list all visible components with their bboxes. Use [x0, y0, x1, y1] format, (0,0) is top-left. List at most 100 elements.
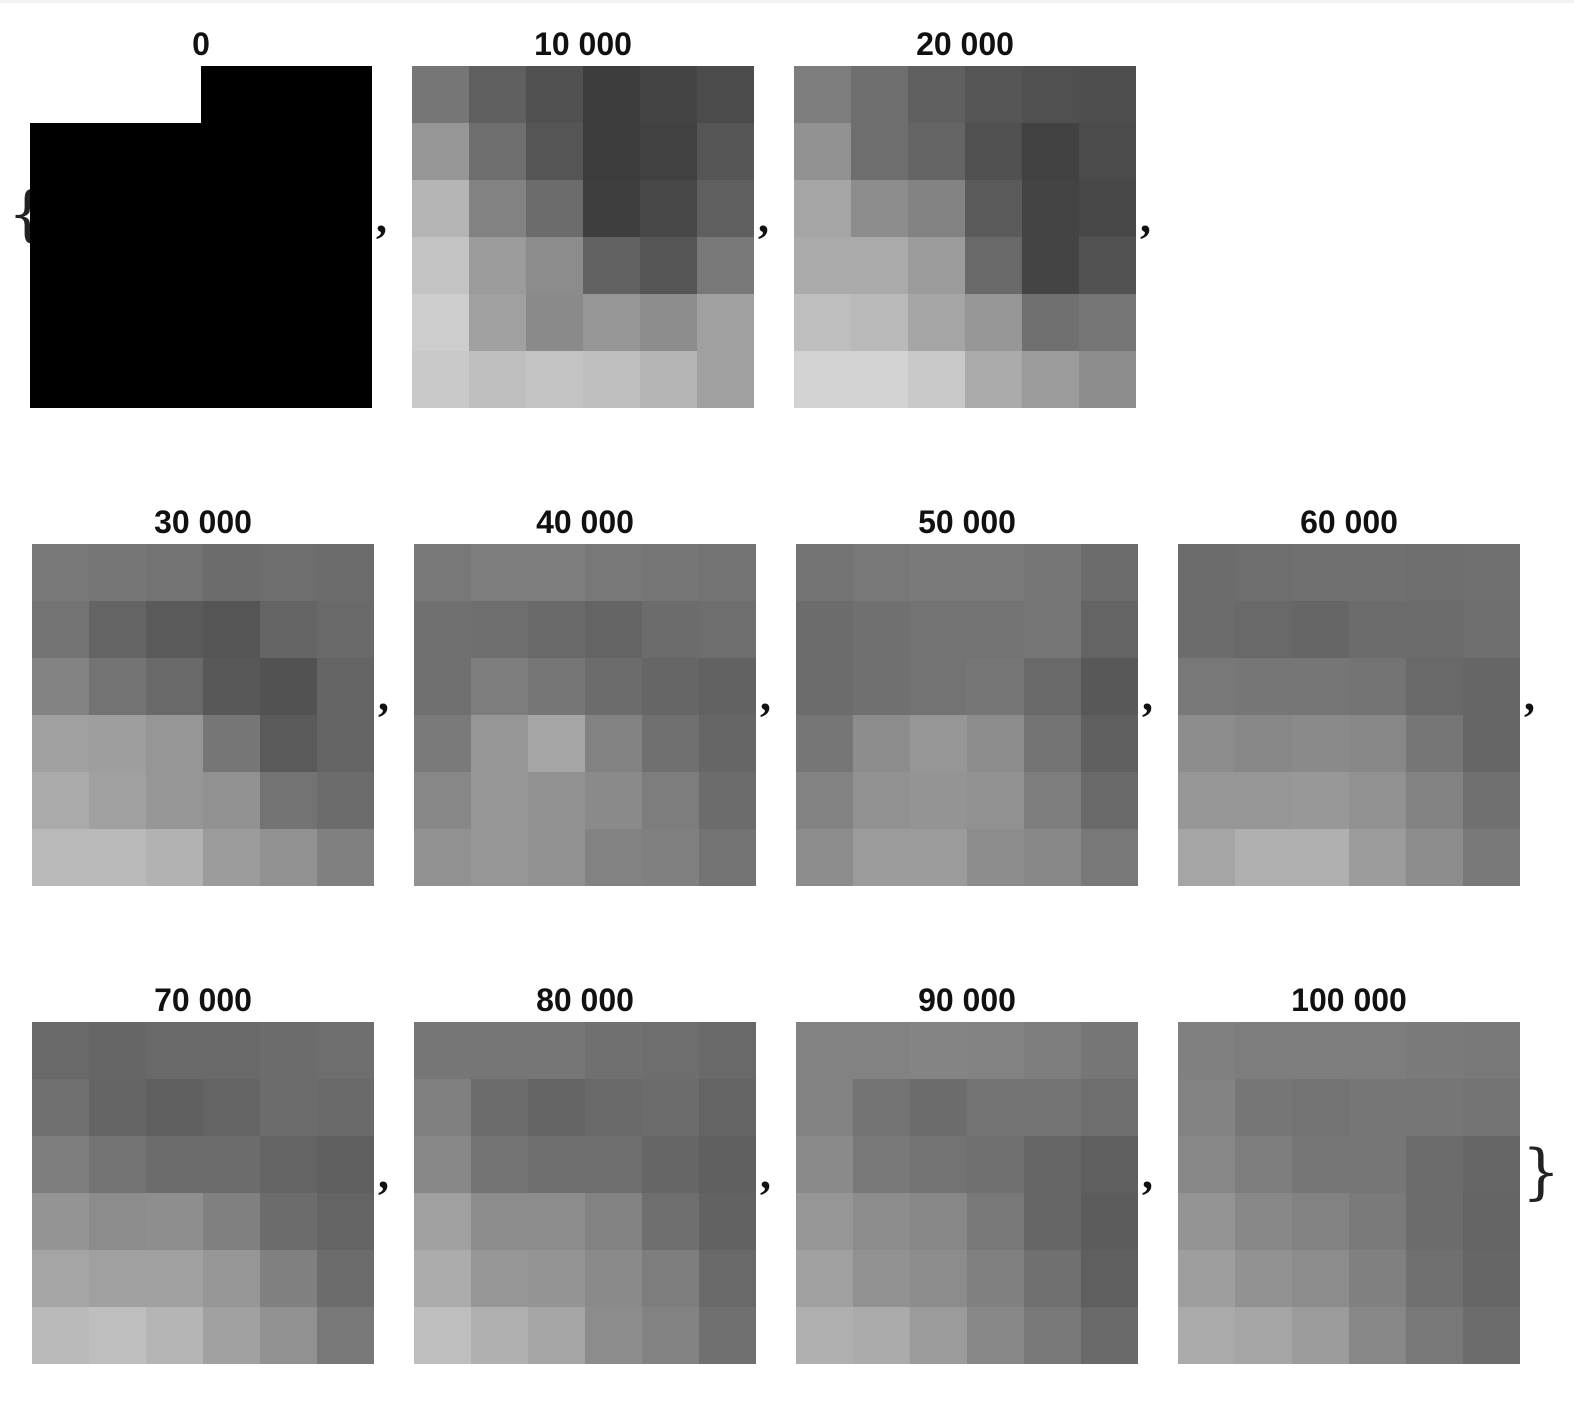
pixel-cell	[1292, 829, 1350, 886]
pixel-cell	[1024, 1193, 1082, 1251]
pixel-cell	[642, 1022, 700, 1080]
separator-comma: ,	[1142, 1149, 1153, 1198]
pixel-cell	[642, 1136, 700, 1194]
pixel-cell	[414, 829, 472, 886]
pixel-cell	[796, 1307, 854, 1364]
pixel-cell	[315, 237, 372, 295]
pixel-cell	[851, 351, 909, 408]
pixel-cell	[201, 237, 259, 295]
pixel-grid-svg	[30, 66, 372, 408]
pixel-cell	[796, 715, 854, 773]
pixel-cell	[1178, 1136, 1236, 1194]
pixel-cell	[1406, 1193, 1464, 1251]
pixel-cell	[583, 237, 641, 295]
pixel-cell	[1079, 351, 1136, 408]
pixel-cell	[412, 180, 470, 238]
pixel-cell	[1292, 658, 1350, 716]
pixel-cell	[32, 1250, 90, 1308]
top-divider	[0, 0, 1574, 3]
pixel-grid-svg	[414, 1022, 756, 1364]
pixel-cell	[1406, 1307, 1464, 1364]
pixel-cell	[1024, 772, 1082, 830]
pixel-cell	[471, 1307, 529, 1364]
pixel-cell	[203, 715, 261, 773]
pixel-cell	[1081, 772, 1138, 830]
pixel-cell	[315, 294, 372, 352]
panel-100000: 100 000	[1178, 982, 1520, 1364]
pixel-cell	[414, 1079, 472, 1137]
pixel-cell	[146, 1079, 204, 1137]
separator-comma: ,	[1140, 193, 1151, 242]
pixel-cell	[1349, 601, 1407, 659]
pixel-cell	[1235, 772, 1293, 830]
panel-90000: 90 000	[796, 982, 1138, 1364]
pixel-cell	[146, 1022, 204, 1080]
pixel-cell	[414, 1193, 472, 1251]
pixel-cell	[1081, 658, 1138, 716]
pixel-cell	[258, 66, 316, 124]
pixel-cell	[1292, 715, 1350, 773]
pixel-cell	[699, 715, 756, 773]
pixel-cell	[699, 601, 756, 659]
pixel-cell	[967, 1079, 1025, 1137]
pixel-cell	[910, 1079, 968, 1137]
pixel-cell	[471, 544, 529, 602]
pixel-cell	[258, 294, 316, 352]
pixel-cell	[471, 772, 529, 830]
pixel-cell	[1081, 715, 1138, 773]
pixel-grid-svg	[32, 1022, 374, 1364]
pixel-cell	[967, 772, 1025, 830]
pixel-cell	[30, 351, 88, 408]
pixel-cell	[32, 1022, 90, 1080]
pixel-cell	[146, 1250, 204, 1308]
pixel-grid-svg	[796, 1022, 1138, 1364]
pixel-cell	[526, 237, 584, 295]
pixel-cell	[853, 544, 911, 602]
pixel-cell	[796, 1136, 854, 1194]
pixel-cell	[1081, 1079, 1138, 1137]
pixel-cell	[642, 829, 700, 886]
pixel-cell	[203, 544, 261, 602]
pixel-cell	[640, 180, 698, 238]
pixel-cell	[412, 351, 470, 408]
panel-0: 0	[30, 26, 372, 408]
pixel-cell	[414, 601, 472, 659]
pixel-cell	[1463, 1250, 1520, 1308]
pixel-cell	[642, 1193, 700, 1251]
pixel-cell	[908, 180, 966, 238]
pixel-cell	[89, 1307, 147, 1364]
pixel-cell	[146, 772, 204, 830]
pixel-cell	[414, 1250, 472, 1308]
pixel-cell	[30, 180, 88, 238]
pixel-cell	[315, 180, 372, 238]
pixel-cell	[1235, 1136, 1293, 1194]
pixel-cell	[32, 601, 90, 659]
pixel-cell	[260, 715, 318, 773]
pixel-grid	[414, 1022, 756, 1364]
pixel-cell	[1406, 829, 1464, 886]
separator-comma: ,	[1142, 671, 1153, 720]
pixel-cell	[317, 1250, 374, 1308]
pixel-cell	[1349, 1079, 1407, 1137]
pixel-grid-svg	[32, 544, 374, 886]
pixel-cell	[794, 237, 852, 295]
pixel-cell	[260, 829, 318, 886]
pixel-cell	[30, 294, 88, 352]
pixel-cell	[412, 237, 470, 295]
pixel-cell	[853, 601, 911, 659]
pixel-cell	[203, 1079, 261, 1137]
pixel-cell	[203, 1307, 261, 1364]
pixel-cell	[203, 601, 261, 659]
pixel-cell	[1349, 658, 1407, 716]
pixel-cell	[796, 1193, 854, 1251]
pixel-cell	[1349, 1250, 1407, 1308]
pixel-cell	[910, 1307, 968, 1364]
pixel-cell	[260, 658, 318, 716]
pixel-cell	[317, 601, 374, 659]
pixel-cell	[910, 601, 968, 659]
pixel-cell	[260, 1193, 318, 1251]
pixel-cell	[89, 715, 147, 773]
pixel-cell	[317, 1079, 374, 1137]
pixel-cell	[87, 123, 145, 181]
pixel-cell	[1178, 829, 1236, 886]
